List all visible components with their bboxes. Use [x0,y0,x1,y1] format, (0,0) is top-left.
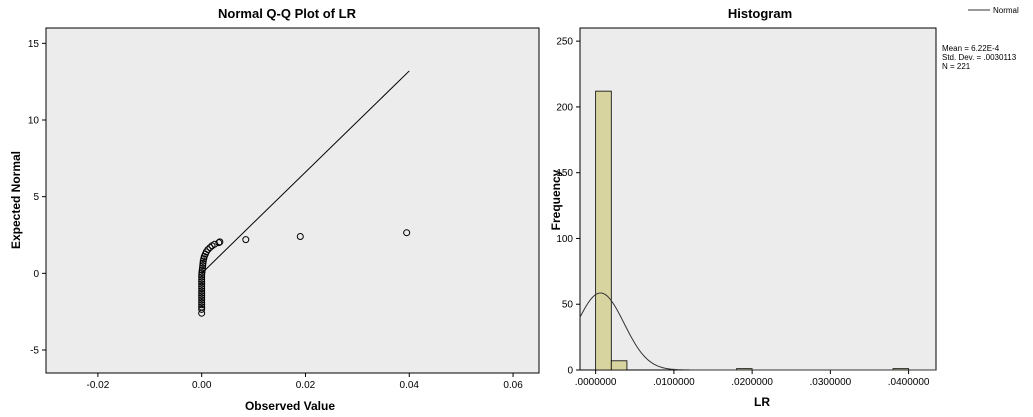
histogram-y-tick-label: 100 [556,234,573,245]
qq-point [216,238,224,246]
qq-x-axis-label: Observed Value [245,399,335,413]
histogram-x-tick-label: .0000000 [575,377,617,388]
qq-point [198,266,206,274]
histogram-title: Histogram [728,6,792,21]
qq-y-tick-label: 15 [28,39,40,50]
qq-y-tick-label: -5 [30,346,39,357]
qq-point [198,264,206,272]
qq-x-tick-label: 0.06 [503,380,523,391]
qq-point [198,275,206,283]
histogram-y-axis-label: Frequency [549,169,563,230]
qq-point [198,301,206,309]
qq-point [198,282,206,290]
histogram-x-ticks: .0000000 .0100000 .0200000 .0300000 .0400000 [575,370,930,388]
histogram-x-axis-label: LR [754,395,770,409]
qq-point [198,273,206,281]
qq-y-tick-label: 10 [28,116,40,127]
histogram-x-tick-label: .0400000 [888,377,930,388]
histogram: Histogram 0 50 100 150 200 250 .0000000 .01000… [549,6,937,409]
qq-y-axis-label: Expected Normal [9,151,23,249]
histogram-x-tick-label: .0200000 [731,377,773,388]
histogram-y-tick-label: 0 [567,366,573,377]
histogram-y-tick-label: 50 [562,300,574,311]
qq-point [403,229,411,237]
qq-x-ticks: -0.02 0.00 0.02 0.04 0.06 [86,373,523,391]
histogram-stats: Mean = 6.22E-4 Std. Dev. = .0030113 N = … [942,44,1017,71]
qq-point [198,287,206,295]
stat-mean: Mean = 6.22E-4 [942,44,1000,53]
qq-point [199,259,207,267]
qq-x-tick-label: 0.04 [400,380,420,391]
histogram-x-tick-label: .0100000 [653,377,695,388]
qq-point [198,289,206,297]
qq-plot-area [45,27,540,374]
qq-point [198,269,206,277]
histogram-y-tick-label: 200 [556,102,573,113]
stat-n: N = 221 [942,62,971,71]
qq-reference-line [201,70,410,274]
qq-y-tick-label: 0 [33,269,39,280]
histogram-bar [595,90,612,371]
histogram-y-ticks: 0 50 100 150 200 250 [556,37,580,377]
qq-y-tick-label: 5 [33,192,39,203]
histogram-y-tick-label: 150 [556,168,573,179]
qq-title: Normal Q-Q Plot of LR [218,6,357,21]
stat-std-dev: Std. Dev. = .0030113 [942,53,1017,62]
qq-x-tick-label: 0.02 [296,380,316,391]
qq-points [198,229,411,317]
qq-point [198,294,206,302]
qq-point [198,296,206,304]
normal-curve [579,292,936,371]
qq-point [198,280,206,288]
qq-point [296,233,304,241]
qq-x-tick-label: 0.00 [192,380,212,391]
histogram-x-tick-label: .0300000 [810,377,852,388]
qq-y-ticks: -5 0 5 10 15 [28,39,46,357]
histogram-bar [610,360,628,371]
qq-point [198,278,206,286]
qq-point [198,303,206,311]
qq-point [198,292,206,300]
qq-point [204,246,212,254]
histogram-y-tick-label: 250 [556,37,573,48]
qq-point [199,262,207,270]
qq-point [206,244,214,252]
qq-point [198,285,206,293]
legend: Normal [968,6,1019,15]
qq-point [242,236,250,244]
histogram-bars [595,90,910,371]
qq-point [198,298,206,306]
histogram-plot-area [579,27,937,371]
qq-point [198,271,206,279]
legend-normal-label: Normal [993,6,1019,15]
qq-x-tick-label: -0.02 [86,380,109,391]
qq-point [215,239,223,247]
qq-plot: Normal Q-Q Plot of LR -5 0 5 10 15 -0.02 0.00… [9,6,540,413]
qq-point [198,305,206,313]
